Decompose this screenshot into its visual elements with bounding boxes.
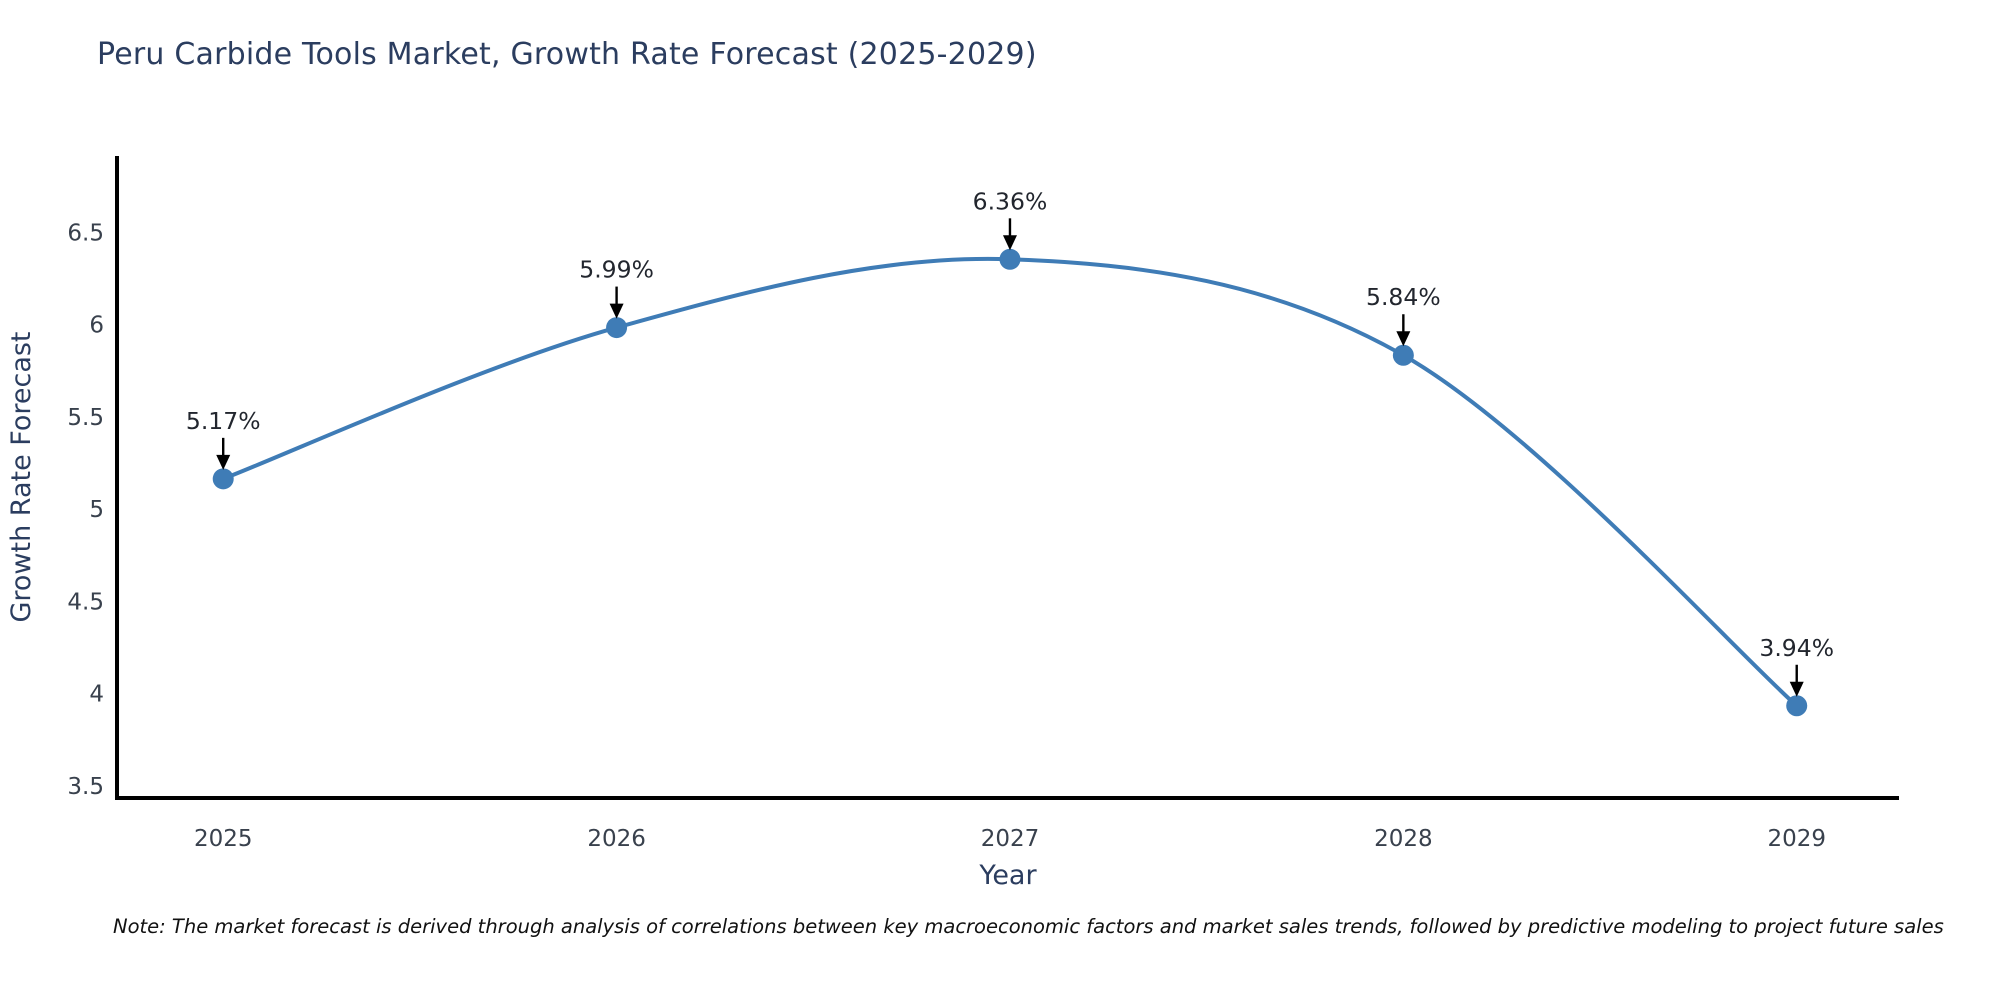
chart-title: Peru Carbide Tools Market, Growth Rate F… xyxy=(97,37,1037,72)
point-value-label: 5.99% xyxy=(579,256,654,284)
point-value-label: 6.36% xyxy=(973,187,1048,215)
annotation-arrowhead xyxy=(216,454,231,470)
y-tick-label: 5.5 xyxy=(67,405,104,431)
point-value-label: 5.84% xyxy=(1366,283,1441,311)
x-tick-label: 2025 xyxy=(194,826,253,852)
y-tick-label: 4.5 xyxy=(67,589,104,615)
y-tick-label: 4 xyxy=(89,682,104,708)
x-tick-label: 2026 xyxy=(587,826,646,852)
forecast-line-series xyxy=(221,256,1799,708)
annotation-arrowhead xyxy=(1789,681,1804,697)
y-tick-label: 6 xyxy=(89,313,104,339)
y-tick-label: 3.5 xyxy=(67,774,104,800)
y-tick-label: 6.5 xyxy=(67,220,104,246)
y-tick-label: 5 xyxy=(89,497,104,523)
point-value-label: 5.17% xyxy=(186,407,261,435)
data-point-marker xyxy=(212,468,234,490)
x-axis-title: Year xyxy=(978,860,1037,891)
chart-footnote: Note: The market forecast is derived thr… xyxy=(113,915,1944,938)
data-point-marker xyxy=(606,317,628,339)
data-point-marker xyxy=(1786,695,1808,717)
x-tick-label: 2029 xyxy=(1767,826,1826,852)
x-tick-label: 2027 xyxy=(981,826,1040,852)
point-value-label: 3.94% xyxy=(1759,634,1834,662)
y-axis-title: Growth Rate Forecast xyxy=(6,331,37,622)
data-point-marker xyxy=(999,248,1021,270)
annotation-arrowhead xyxy=(1396,331,1411,347)
x-tick-label: 2028 xyxy=(1374,826,1433,852)
annotation-arrowhead xyxy=(1002,235,1017,251)
data-point-marker xyxy=(1392,344,1414,366)
annotation-arrowhead xyxy=(609,303,624,319)
